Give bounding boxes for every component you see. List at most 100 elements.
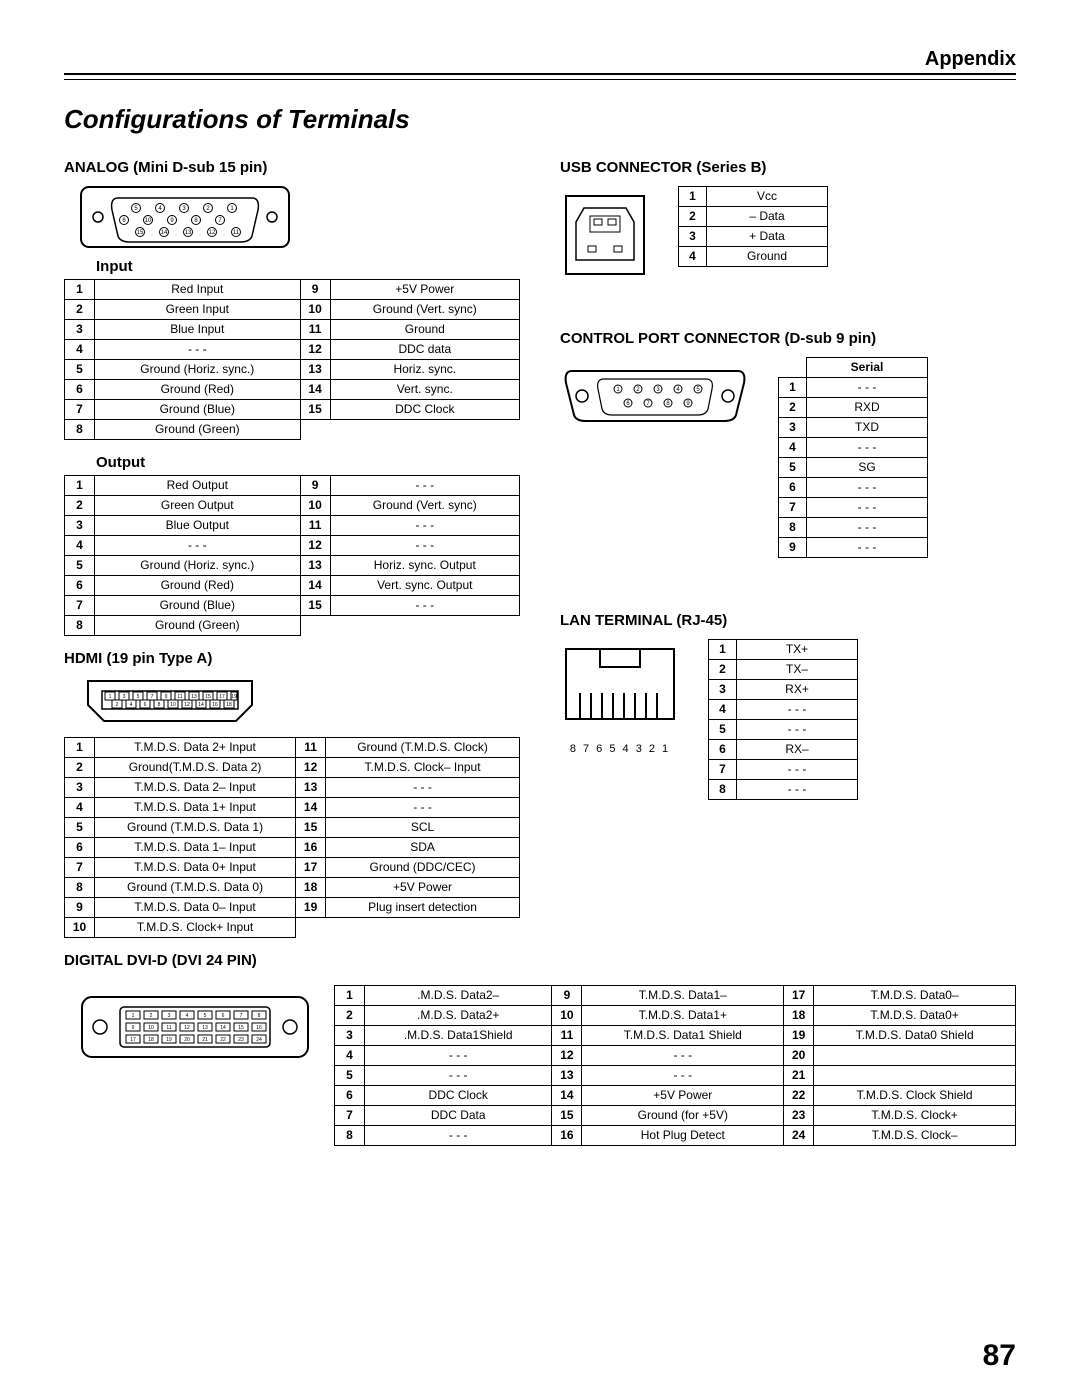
table-row: 4- - -: [709, 700, 858, 720]
table-row: 1Vcc: [679, 187, 828, 207]
svg-text:14: 14: [198, 702, 204, 708]
table-row: 8- - -: [709, 780, 858, 800]
svg-text:19: 19: [231, 694, 237, 700]
table-row: 4Ground: [679, 247, 828, 267]
svg-text:15: 15: [205, 694, 211, 700]
table-row: 6Ground (Red)14Vert. sync.: [65, 380, 520, 400]
svg-text:17: 17: [219, 694, 225, 700]
svg-text:12: 12: [184, 702, 190, 708]
dvi-connector-icon: 1 2 3 4 5 6 7 8 9 10 11 12 13 14 15 16: [80, 989, 310, 1067]
svg-text:19: 19: [166, 1037, 172, 1043]
svg-text:23: 23: [238, 1037, 244, 1043]
svg-text:4: 4: [130, 702, 133, 708]
table-row: 3.M.D.S. Data1Shield11T.M.D.S. Data1 Shi…: [335, 1026, 1016, 1046]
svg-text:13: 13: [185, 230, 192, 236]
table-row: 2Green Input10Ground (Vert. sync): [65, 300, 520, 320]
svg-text:17: 17: [130, 1037, 136, 1043]
table-row: 4T.M.D.S. Data 1+ Input14- - -: [65, 798, 520, 818]
table-row: 2– Data: [679, 207, 828, 227]
svg-text:11: 11: [177, 694, 182, 700]
table-row: 6- - -: [779, 478, 928, 498]
table-row: 1Red Output9- - -: [65, 476, 520, 496]
table-row: 8- - -16Hot Plug Detect24T.M.D.S. Clock–: [335, 1126, 1016, 1146]
svg-text:15: 15: [238, 1025, 244, 1031]
table-row: 1Red Input9+5V Power: [65, 280, 520, 300]
table-row: 2.M.D.S. Data2+10T.M.D.S. Data1+18T.M.D.…: [335, 1006, 1016, 1026]
control-table: Serial1- - -2RXD3TXD4- - -5SG6- - -7- - …: [778, 357, 928, 558]
svg-text:24: 24: [256, 1037, 262, 1043]
svg-text:20: 20: [184, 1037, 190, 1043]
table-row: 3RX+: [709, 680, 858, 700]
svg-text:6: 6: [144, 702, 147, 708]
svg-text:10: 10: [170, 702, 176, 708]
svg-text:9: 9: [165, 694, 168, 700]
svg-text:9: 9: [132, 1025, 135, 1031]
svg-text:18: 18: [148, 1037, 154, 1043]
svg-text:10: 10: [148, 1025, 154, 1031]
svg-text:15: 15: [137, 230, 144, 236]
svg-text:5: 5: [204, 1013, 207, 1019]
svg-text:14: 14: [220, 1025, 226, 1031]
usb-table: 1Vcc2– Data3+ Data4Ground: [678, 186, 828, 267]
table-row: 6Ground (Red)14Vert. sync. Output: [65, 576, 520, 596]
svg-text:8: 8: [258, 1013, 261, 1019]
table-row: Serial: [779, 358, 928, 378]
svg-text:13: 13: [191, 694, 197, 700]
svg-text:7: 7: [240, 1013, 243, 1019]
svg-text:7: 7: [151, 694, 154, 700]
svg-text:6: 6: [222, 1013, 225, 1019]
table-row: 6DDC Clock14+5V Power22T.M.D.S. Clock Sh…: [335, 1086, 1016, 1106]
svg-text:16: 16: [256, 1025, 262, 1031]
analog-heading: ANALOG (Mini D-sub 15 pin): [64, 159, 520, 176]
svg-text:4: 4: [186, 1013, 189, 1019]
svg-text:12: 12: [209, 230, 216, 236]
table-row: 7- - -: [709, 760, 858, 780]
svg-text:8: 8: [158, 702, 161, 708]
analog-output-heading: Output: [96, 454, 520, 471]
table-row: 8Ground (Green): [65, 420, 520, 440]
table-row: 8Ground (T.M.D.S. Data 0)18+5V Power: [65, 878, 520, 898]
svg-text:14: 14: [161, 230, 168, 236]
table-row: 10T.M.D.S. Clock+ Input: [65, 918, 520, 938]
table-row: 5- - -13- - -21: [335, 1066, 1016, 1086]
table-row: 2Green Output10Ground (Vert. sync): [65, 496, 520, 516]
section-title: Configurations of Terminals: [64, 104, 1016, 135]
table-row: 2TX–: [709, 660, 858, 680]
lan-table: 1TX+2TX–3RX+4- - -5- - -6RX–7- - -8- - -: [708, 639, 858, 800]
table-row: 2RXD: [779, 398, 928, 418]
svg-text:5: 5: [137, 694, 140, 700]
page-number: 87: [983, 1339, 1016, 1373]
table-row: 4- - -12- - -: [65, 536, 520, 556]
table-row: 7- - -: [779, 498, 928, 518]
svg-text:3: 3: [168, 1013, 171, 1019]
table-row: 1TX+: [709, 640, 858, 660]
right-column: USB CONNECTOR (Series B) 1Vcc2– Data3+ D…: [560, 159, 1016, 979]
analog-input-table: 1Red Input9+5V Power2Green Input10Ground…: [64, 279, 520, 440]
lan-pin-label: 8 7 6 5 4 3 2 1: [560, 743, 680, 755]
header-appendix: Appendix: [925, 48, 1016, 71]
dsub9-connector-icon: 1 2 3 4 5 6 7 8 9: [560, 361, 750, 431]
table-row: 6T.M.D.S. Data 1– Input16SDA: [65, 838, 520, 858]
analog-input-heading: Input: [96, 258, 520, 275]
rj45-connector-icon: [560, 643, 680, 733]
usb-heading: USB CONNECTOR (Series B): [560, 159, 1016, 176]
usb-b-connector-icon: [560, 190, 650, 280]
table-row: 2Ground(T.M.D.S. Data 2)12T.M.D.S. Clock…: [65, 758, 520, 778]
svg-text:22: 22: [220, 1037, 226, 1043]
svg-text:16: 16: [212, 702, 218, 708]
table-row: 3T.M.D.S. Data 2– Input13- - -: [65, 778, 520, 798]
table-row: 5SG: [779, 458, 928, 478]
svg-text:3: 3: [123, 694, 126, 700]
svg-text:1: 1: [109, 694, 112, 700]
table-row: 5Ground (T.M.D.S. Data 1)15SCL: [65, 818, 520, 838]
thin-rule: [64, 79, 1016, 80]
svg-text:2: 2: [116, 702, 119, 708]
svg-text:1: 1: [132, 1013, 135, 1019]
table-row: 7DDC Data15Ground (for +5V)23T.M.D.S. Cl…: [335, 1106, 1016, 1126]
table-row: 5- - -: [709, 720, 858, 740]
svg-text:10: 10: [145, 218, 152, 224]
svg-text:2: 2: [150, 1013, 153, 1019]
table-row: 9T.M.D.S. Data 0– Input19Plug insert det…: [65, 898, 520, 918]
table-row: 7Ground (Blue)15DDC Clock: [65, 400, 520, 420]
svg-text:21: 21: [202, 1037, 208, 1043]
